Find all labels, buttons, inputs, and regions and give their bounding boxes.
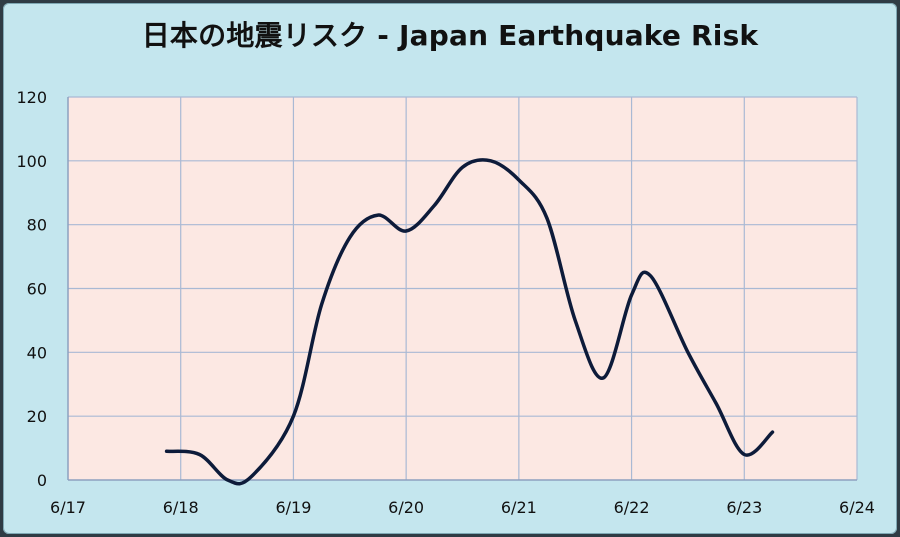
axes bbox=[67, 97, 857, 481]
y-tick-label: 120 bbox=[16, 88, 47, 107]
x-tick-label: 6/17 bbox=[50, 498, 86, 517]
tick-labels: 6/17 6/18 6/19 6/20 6/21 6/22 6/23 6/24 0 20 40 60 8… bbox=[16, 88, 875, 517]
x-tick-label: 6/18 bbox=[163, 498, 199, 517]
y-tick-label: 20 bbox=[27, 407, 47, 426]
y-tick-label: 0 bbox=[37, 471, 47, 490]
x-tick-label: 6/22 bbox=[614, 498, 650, 517]
x-tick-label: 6/23 bbox=[726, 498, 762, 517]
x-tick-label: 6/21 bbox=[501, 498, 537, 517]
y-tick-label: 60 bbox=[27, 280, 47, 299]
x-tick-label: 6/20 bbox=[388, 498, 424, 517]
y-tick-label: 80 bbox=[27, 216, 47, 235]
series-line bbox=[164, 158, 775, 486]
grid-lines bbox=[68, 96, 858, 480]
y-tick-label: 100 bbox=[16, 152, 47, 171]
x-tick-label: 6/24 bbox=[839, 498, 875, 517]
chart-title: 日本の地震リスク - Japan Earthquake Risk bbox=[141, 19, 759, 52]
y-tick-label: 40 bbox=[27, 343, 47, 362]
x-tick-label: 6/19 bbox=[275, 498, 311, 517]
series-layer bbox=[164, 158, 775, 486]
